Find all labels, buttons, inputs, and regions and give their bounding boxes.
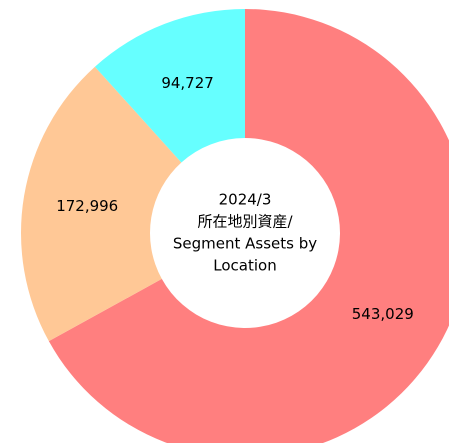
center-label: 2024/3 [219, 191, 272, 209]
value-label: 543,029 [352, 305, 414, 323]
value-label: 172,996 [56, 197, 118, 215]
donut-slice [94, 9, 245, 163]
center-label: Location [213, 257, 276, 275]
center-label: 所在地別資産/ [197, 213, 293, 231]
donut-slice [48, 9, 449, 443]
center-label: Segment Assets by [173, 235, 317, 253]
value-label: 94,727 [161, 74, 214, 92]
donut-slice [20, 66, 182, 342]
